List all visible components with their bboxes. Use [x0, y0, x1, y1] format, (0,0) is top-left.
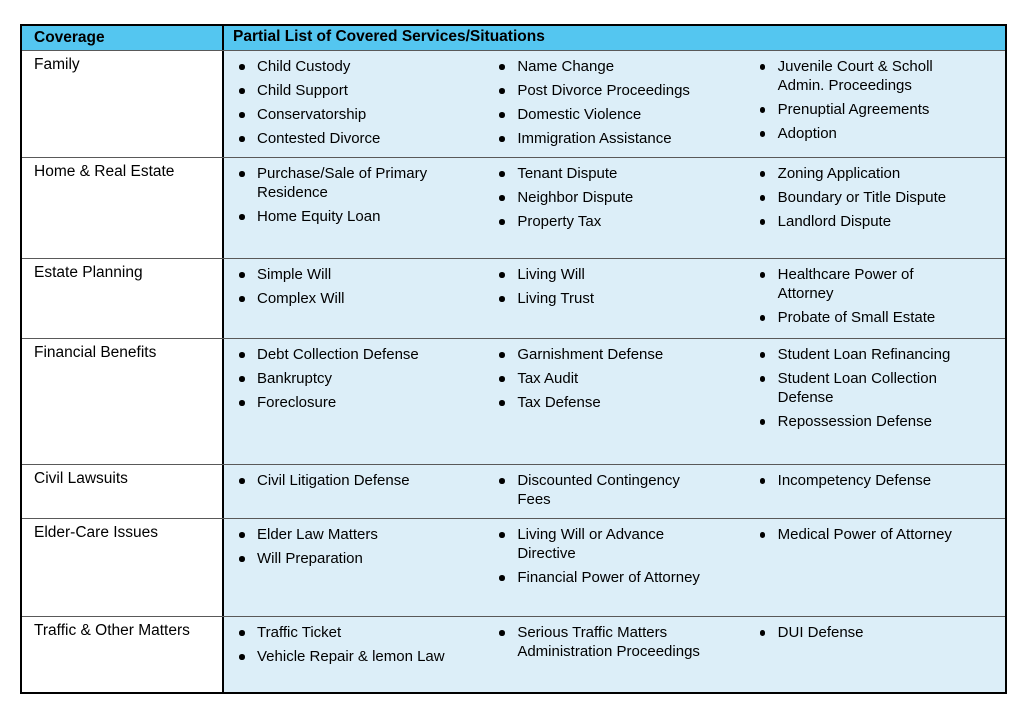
- service-item: Prenuptial Agreements: [745, 100, 1005, 119]
- service-item: DUI Defense: [745, 623, 1005, 642]
- services-cell: Elder Law Matters Will Preparation Living…: [224, 519, 1005, 617]
- services-column: DUI Defense: [745, 617, 1005, 651]
- coverage-table: Coverage Partial List of Covered Service…: [20, 24, 1007, 695]
- service-item: Will Preparation: [224, 549, 484, 568]
- coverage-cell: Traffic & Other Matters: [22, 617, 224, 693]
- services-cell: Traffic Ticket Vehicle Repair & lemon Law…: [224, 617, 1005, 693]
- service-item: Student Loan Collection Defense: [745, 369, 1005, 407]
- service-item: Garnishment Defense: [484, 345, 744, 364]
- services-column: Elder Law Matters Will Preparation: [224, 519, 484, 577]
- service-item: Traffic Ticket: [224, 623, 484, 642]
- service-item: Vehicle Repair & lemon Law: [224, 647, 484, 666]
- service-item: Debt Collection Defense: [224, 345, 484, 364]
- service-item: Discounted Contingency Fees: [484, 471, 744, 509]
- service-item: Healthcare Power of Attorney: [745, 265, 1005, 303]
- services-column: Living Will or Advance Directive Financia…: [484, 519, 744, 596]
- service-item: Financial Power of Attorney: [484, 568, 744, 587]
- table-row: Estate Planning Simple Will Complex Will …: [22, 258, 1005, 339]
- table-row: Civil Lawsuits Civil Litigation Defense …: [22, 464, 1005, 519]
- service-item: Neighbor Dispute: [484, 188, 744, 207]
- table-row: Traffic & Other Matters Traffic Ticket Ve…: [22, 616, 1005, 693]
- services-column: Name Change Post Divorce Proceedings Domes…: [484, 51, 744, 157]
- service-item: Medical Power of Attorney: [745, 525, 1005, 544]
- coverage-cell: Home & Real Estate: [22, 158, 224, 259]
- services-column: Purchase/Sale of Primary Residence Home E…: [224, 158, 484, 235]
- services-column: Garnishment Defense Tax Audit Tax Defense: [484, 339, 744, 421]
- service-item: Living Will or Advance Directive: [484, 525, 744, 563]
- table-row: Financial Benefits Debt Collection Defen…: [22, 338, 1005, 465]
- table-row: Elder-Care Issues Elder Law Matters Will …: [22, 518, 1005, 617]
- service-item: Repossession Defense: [745, 412, 1005, 431]
- services-cell: Simple Will Complex Will Living Will Livin…: [224, 259, 1005, 339]
- service-item: Foreclosure: [224, 393, 484, 412]
- service-item: Living Will: [484, 265, 744, 284]
- coverage-cell: Elder-Care Issues: [22, 519, 224, 617]
- services-column: Child Custody Child Support Conservatorshi…: [224, 51, 484, 157]
- service-item: Conservatorship: [224, 105, 484, 124]
- service-item: Tax Defense: [484, 393, 744, 412]
- coverage-cell: Estate Planning: [22, 259, 224, 339]
- coverage-cell: Civil Lawsuits: [22, 465, 224, 519]
- services-column: Simple Will Complex Will: [224, 259, 484, 317]
- table-header-row: Coverage Partial List of Covered Service…: [22, 26, 1005, 51]
- services-column: Discounted Contingency Fees: [484, 465, 744, 518]
- services-column: Zoning Application Boundary or Title Disp…: [745, 158, 1005, 240]
- service-item: Domestic Violence: [484, 105, 744, 124]
- service-item: Elder Law Matters: [224, 525, 484, 544]
- service-item: Living Trust: [484, 289, 744, 308]
- service-item: Civil Litigation Defense: [224, 471, 484, 490]
- service-item: Serious Traffic Matters Administration P…: [484, 623, 744, 661]
- services-cell: Purchase/Sale of Primary Residence Home E…: [224, 158, 1005, 259]
- service-item: Tax Audit: [484, 369, 744, 388]
- service-item: Name Change: [484, 57, 744, 76]
- service-item: Immigration Assistance: [484, 129, 744, 148]
- services-cell: Civil Litigation Defense Discounted Cont…: [224, 465, 1005, 519]
- table-row: Home & Real Estate Purchase/Sale of Prim…: [22, 157, 1005, 259]
- service-item: Complex Will: [224, 289, 484, 308]
- service-item: Home Equity Loan: [224, 207, 484, 226]
- service-item: Adoption: [745, 124, 1005, 143]
- service-item: Juvenile Court & Scholl Admin. Proceedin…: [745, 57, 1005, 95]
- services-column: Medical Power of Attorney: [745, 519, 1005, 553]
- service-item: Boundary or Title Dispute: [745, 188, 1005, 207]
- services-column: Healthcare Power of Attorney Probate of S…: [745, 259, 1005, 336]
- coverage-cell: Financial Benefits: [22, 339, 224, 465]
- table-body: Family Child Custody Child Support Conserv…: [22, 50, 1005, 693]
- service-item: Child Support: [224, 81, 484, 100]
- service-item: Child Custody: [224, 57, 484, 76]
- services-column: Tenant Dispute Neighbor Dispute Property T…: [484, 158, 744, 240]
- table-row: Family Child Custody Child Support Conserv…: [22, 50, 1005, 158]
- service-item: Student Loan Refinancing: [745, 345, 1005, 364]
- service-item: Simple Will: [224, 265, 484, 284]
- services-column: Debt Collection Defense Bankruptcy Foreclo…: [224, 339, 484, 421]
- service-item: Contested Divorce: [224, 129, 484, 148]
- services-column: Juvenile Court & Scholl Admin. Proceedin…: [745, 51, 1005, 152]
- services-column: Incompetency Defense: [745, 465, 1005, 499]
- service-item: Incompetency Defense: [745, 471, 1005, 490]
- service-item: Post Divorce Proceedings: [484, 81, 744, 100]
- service-item: Landlord Dispute: [745, 212, 1005, 231]
- services-column: Student Loan Refinancing Student Loan Col…: [745, 339, 1005, 440]
- service-item: Property Tax: [484, 212, 744, 231]
- coverage-header: Coverage: [22, 26, 224, 51]
- service-item: Zoning Application: [745, 164, 1005, 183]
- service-item: Bankruptcy: [224, 369, 484, 388]
- services-cell: Debt Collection Defense Bankruptcy Foreclo…: [224, 339, 1005, 465]
- coverage-cell: Family: [22, 51, 224, 158]
- services-header: Partial List of Covered Services/Situati…: [224, 26, 1005, 51]
- service-item: Probate of Small Estate: [745, 308, 1005, 327]
- services-column: Traffic Ticket Vehicle Repair & lemon Law: [224, 617, 484, 675]
- services-cell: Child Custody Child Support Conservatorshi…: [224, 51, 1005, 158]
- service-item: Tenant Dispute: [484, 164, 744, 183]
- services-column: Civil Litigation Defense: [224, 465, 484, 499]
- service-item: Purchase/Sale of Primary Residence: [224, 164, 484, 202]
- services-column: Living Will Living Trust: [484, 259, 744, 317]
- services-column: Serious Traffic Matters Administration P…: [484, 617, 744, 670]
